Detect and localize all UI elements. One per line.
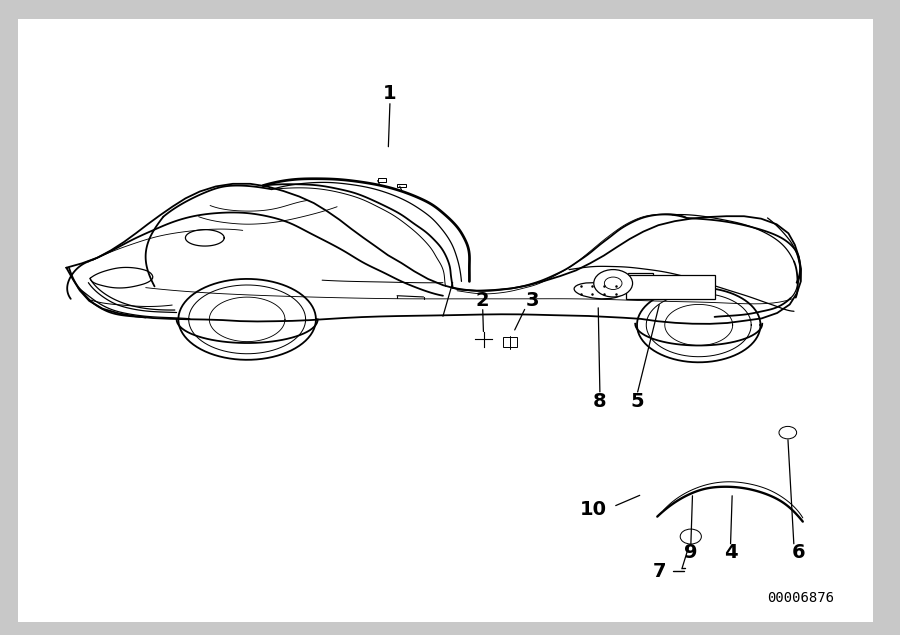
Text: 4: 4	[724, 543, 737, 562]
Text: 6: 6	[792, 543, 806, 562]
Bar	[378, 178, 386, 182]
Bar	[626, 275, 715, 299]
Circle shape	[779, 427, 796, 439]
Text: 10: 10	[580, 500, 607, 519]
Bar	[397, 184, 406, 187]
Bar	[503, 337, 517, 347]
Text: 8: 8	[593, 392, 607, 411]
Text: 7: 7	[653, 562, 667, 581]
Ellipse shape	[574, 283, 622, 299]
Circle shape	[680, 529, 701, 544]
Text: 5: 5	[630, 392, 644, 411]
Text: 3: 3	[526, 291, 540, 310]
Text: 9: 9	[684, 543, 698, 562]
Bar	[628, 272, 652, 283]
Circle shape	[594, 270, 633, 297]
Text: 1: 1	[383, 84, 397, 103]
Text: 2: 2	[476, 291, 490, 310]
Text: 00006876: 00006876	[767, 591, 833, 605]
